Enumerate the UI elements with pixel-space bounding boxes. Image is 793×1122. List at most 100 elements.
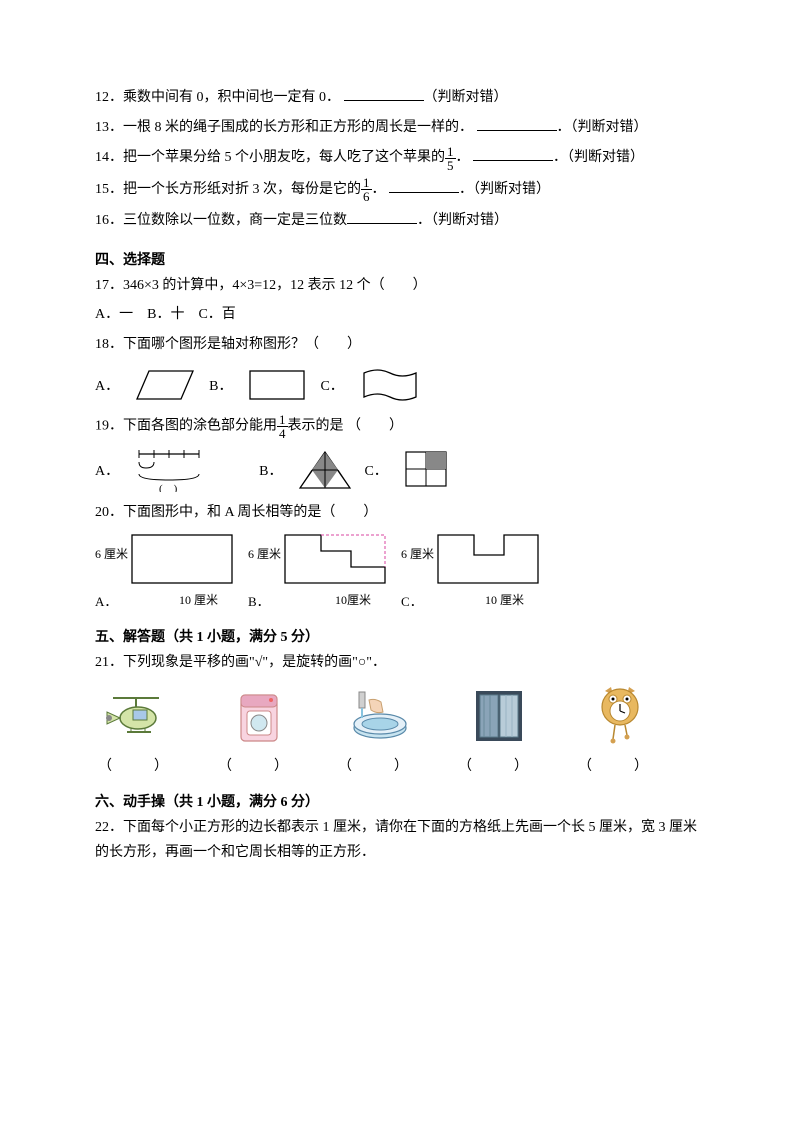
q20: 20．下面图形中，和 A 周长相等的是（ ）: [95, 500, 698, 525]
q-post: ．: [456, 150, 470, 165]
paren: （ ）: [98, 755, 182, 775]
judge-label: ．（判断对错）: [459, 182, 550, 197]
q18: 18．下面哪个图形是轴对称图形？（ ）: [95, 332, 698, 357]
q-text: 下面图形中，和 A 周长相等的是（ ）: [123, 505, 377, 520]
q-text: 三位数除以一位数，商一定是三位数: [123, 213, 347, 228]
opt-a-label: A．: [95, 460, 119, 480]
opt-c-label: C．: [401, 591, 423, 610]
q20-opt-a: 6 厘米 A． 10 厘米: [95, 531, 238, 610]
opt-c-label: C．: [364, 460, 387, 480]
square-quarter-icon: [404, 450, 452, 490]
opt-b-label: B．: [248, 591, 270, 610]
judge-label: ．（判断对错）: [417, 213, 508, 228]
q-num: 14．: [95, 150, 123, 165]
q21-machine: （ ）: [215, 687, 305, 775]
q-text: 346×3 的计算中，4×3=12，12 表示 12 个（ ）: [123, 278, 427, 293]
width-label: 10 厘米: [485, 591, 524, 610]
opt-a-label: A．: [95, 591, 117, 610]
q-num: 12．: [95, 90, 123, 105]
blank: [389, 176, 459, 193]
rect-a-icon: [128, 531, 238, 591]
notch-c-icon: [434, 531, 544, 591]
opt-a-label: A．: [95, 375, 119, 395]
q19-options: A． ( ) B． C．: [95, 448, 698, 492]
width-label: 10 厘米: [179, 591, 218, 610]
judge-label: （判断对错）: [424, 90, 508, 105]
q21-door: （ ）: [455, 687, 545, 775]
blank: [344, 84, 424, 101]
blank: [347, 207, 417, 224]
q22: 22．下面每个小正方形的边长都表示 1 厘米，请你在下面的方格纸上先画一个长 5…: [95, 815, 698, 865]
q-num: 18．: [95, 337, 123, 352]
q13: 13．一根 8 米的绳子围成的长方形和正方形的周长是一样的． ．（判断对错）: [95, 114, 698, 140]
q-num: 21．: [95, 655, 123, 670]
q20-opt-c: 6 厘米 C． 10 厘米: [401, 531, 544, 610]
q21-clock: （ ）: [575, 687, 665, 775]
q17-options: A．一 B．十 C．百: [95, 302, 698, 327]
q-num: 20．: [95, 505, 123, 520]
q-text: 把一个长方形纸对折 3 次，每份是它的: [123, 182, 361, 197]
paren: （ ）: [578, 755, 662, 775]
fraction: 15: [445, 145, 456, 172]
q17: 17．346×3 的计算中，4×3=12，12 表示 12 个（ ）: [95, 273, 698, 298]
section-4-header: 四、选择题: [95, 249, 698, 269]
q-num: 17．: [95, 278, 123, 293]
q20-opt-b: 6 厘米 B． 10厘米: [248, 531, 391, 610]
height-label: 6 厘米: [248, 545, 281, 562]
section-5-header: 五、解答题（共 1 小题，满分 5 分）: [95, 626, 698, 646]
q-num: 13．: [95, 120, 123, 135]
helicopter-icon: [105, 687, 175, 747]
q19: 19．下面各图的涂色部分能用14表示的是 （ ）: [95, 413, 698, 440]
q15: 15．把一个长方形纸对折 3 次，每份是它的16． ．（判断对错）: [95, 176, 698, 203]
q20-options: 6 厘米 A． 10 厘米 6 厘米 B． 10厘米 6 厘米 C． 10 厘米: [95, 531, 698, 610]
q14: 14．把一个苹果分给 5 个小朋友吃，每人吃了这个苹果的15． ．（判断对错）: [95, 144, 698, 171]
blank: [473, 144, 553, 161]
q-num: 15．: [95, 182, 123, 197]
q21-washing: （ ）: [335, 687, 425, 775]
paren: （ ）: [458, 755, 542, 775]
opt-c-label: C．: [320, 375, 343, 395]
q-text: 一根 8 米的绳子围成的长方形和正方形的周长是一样的．: [123, 120, 473, 135]
height-label: 6 厘米: [401, 545, 434, 562]
paren: （ ）: [338, 755, 422, 775]
judge-label: ．（判断对错）: [553, 150, 644, 165]
rectangle-icon: [248, 367, 308, 403]
q21-images: （ ） （ ） （ ）: [95, 687, 698, 775]
q-num: 22．: [95, 820, 123, 835]
hand-washing-icon: [345, 687, 415, 747]
q21-helicopter: （ ）: [95, 687, 185, 775]
stair-b-icon: [281, 531, 391, 591]
q-text: 把一个苹果分给 5 个小朋友吃，每人吃了这个苹果的: [123, 150, 445, 165]
blank: [477, 114, 557, 131]
wave-flag-icon: [360, 365, 420, 405]
opt-b-label: B．: [259, 460, 282, 480]
sliding-door-icon: [465, 687, 535, 747]
q12: 12．乘数中间有 0，积中间也一定有 0． （判断对错）: [95, 84, 698, 110]
q-num: 16．: [95, 213, 123, 228]
q16: 16．三位数除以一位数，商一定是三位数 ．（判断对错）: [95, 207, 698, 233]
bracket-segments-icon: ( ): [135, 448, 205, 492]
q18-options: A． B． C．: [95, 365, 698, 405]
fraction: 16: [361, 176, 372, 203]
q-text: 下面哪个图形是轴对称图形？（ ）: [123, 337, 361, 352]
q-text: 下面各图的涂色部分能用: [123, 418, 277, 433]
owl-clock-icon: [585, 687, 655, 747]
width-label: 10厘米: [335, 591, 371, 610]
q-text: 乘数中间有 0，积中间也一定有 0．: [123, 90, 340, 105]
section-6-header: 六、动手操（共 1 小题，满分 6 分）: [95, 791, 698, 811]
q-post: 表示的是 （ ）: [288, 418, 404, 433]
q-text: 下面每个小正方形的边长都表示 1 厘米，请你在下面的方格纸上先画一个长 5 厘米…: [95, 820, 697, 860]
washing-machine-icon: [225, 687, 295, 747]
fraction: 14: [277, 413, 288, 440]
page: 12．乘数中间有 0，积中间也一定有 0． （判断对错） 13．一根 8 米的绳…: [0, 0, 793, 1122]
parallelogram-icon: [135, 367, 197, 403]
judge-label: ．（判断对错）: [557, 120, 648, 135]
q-num: 19．: [95, 418, 123, 433]
q-text: 下列现象是平移的画"√"，是旋转的画"○"．: [123, 655, 386, 670]
opt-b-label: B．: [209, 375, 232, 395]
q21: 21．下列现象是平移的画"√"，是旋转的画"○"．: [95, 650, 698, 675]
triangle-quarters-icon: [298, 448, 352, 492]
svg-text:( ): ( ): [159, 483, 178, 492]
paren: （ ）: [218, 755, 302, 775]
height-label: 6 厘米: [95, 545, 128, 562]
